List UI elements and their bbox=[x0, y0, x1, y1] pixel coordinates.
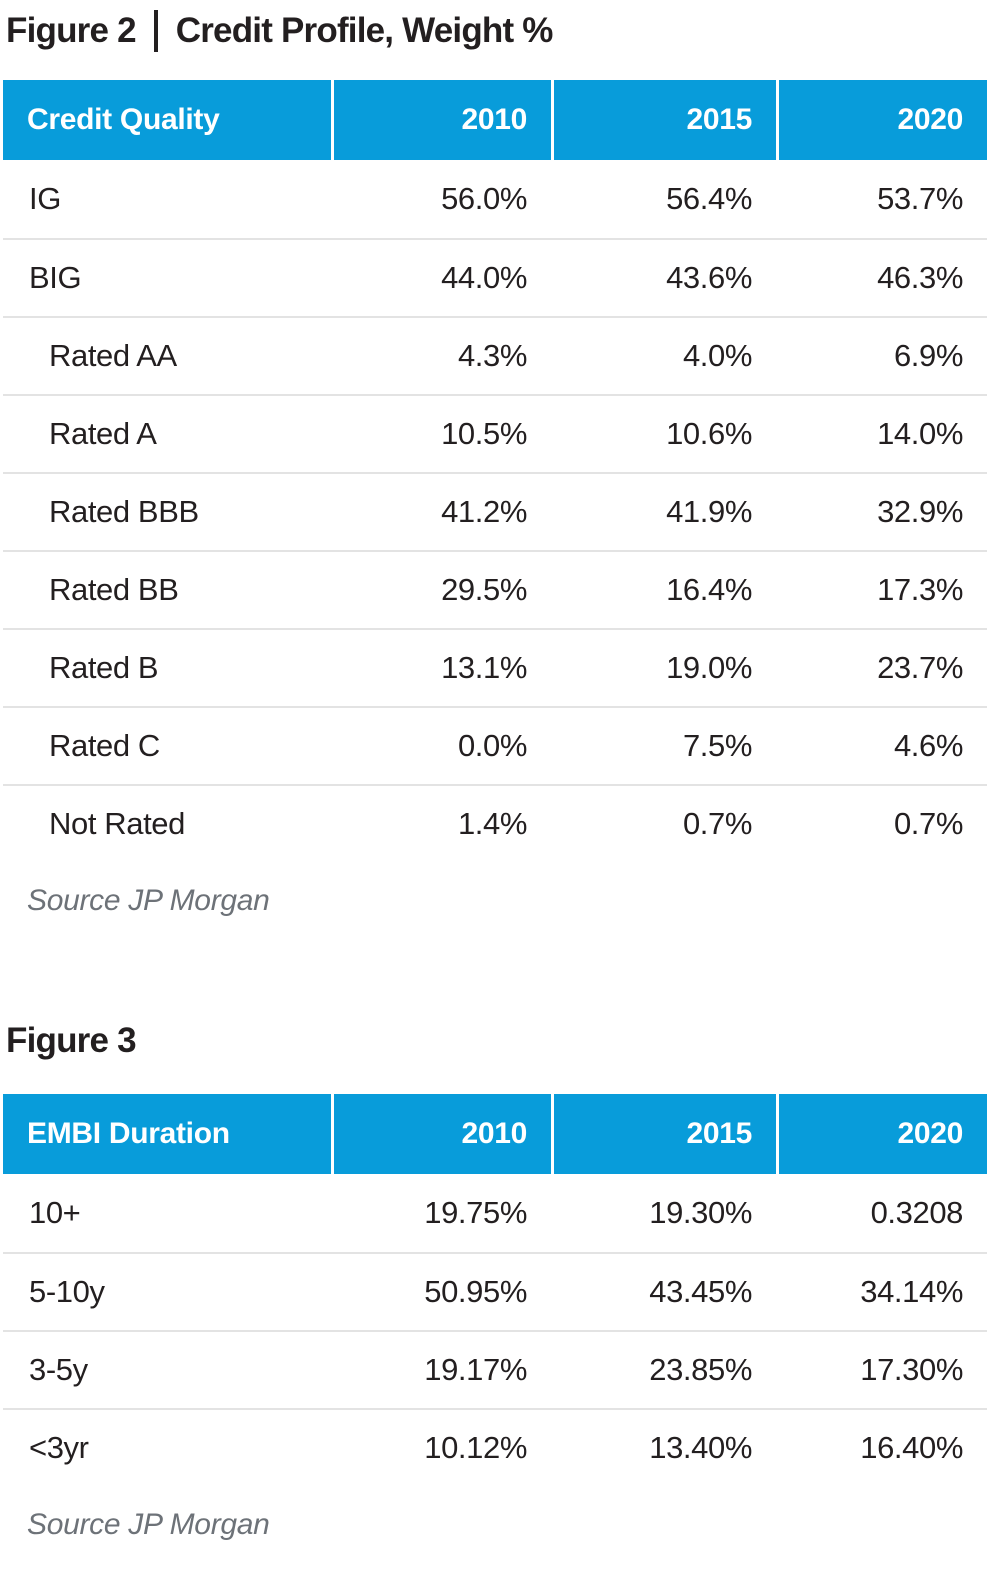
cell-2015: 19.0% bbox=[666, 650, 752, 685]
cell-2015: 13.40% bbox=[649, 1430, 752, 1465]
cell-2010: 44.0% bbox=[441, 260, 527, 295]
cell-2010: 41.2% bbox=[441, 494, 527, 529]
header-cell-credit-quality: Credit Quality bbox=[27, 103, 220, 136]
header-cell-2020: 2020 bbox=[776, 80, 987, 160]
table-row-not-rated: Not Rated 1.4% 0.7% 0.7% bbox=[3, 784, 987, 862]
row-label: Rated B bbox=[49, 650, 159, 685]
header-cell-2015: 2015 bbox=[551, 80, 776, 160]
cell-2015: 0.7% bbox=[682, 806, 752, 841]
table-row-big: BIG 44.0% 43.6% 46.3% bbox=[3, 238, 987, 316]
cell-2015: 23.85% bbox=[649, 1352, 752, 1387]
figure2-title: Figure 2 Credit Profile, Weight % bbox=[6, 8, 990, 54]
figure3-table-header: EMBI Duration 2010 2015 2020 bbox=[3, 1094, 987, 1174]
row-label: Rated A bbox=[49, 416, 157, 451]
cell-2010: 4.3% bbox=[457, 338, 527, 373]
document-page: Figure 2 Credit Profile, Weight % Credit… bbox=[0, 8, 990, 1542]
table-row-3-5y: 3-5y 19.17% 23.85% 17.30% bbox=[3, 1330, 987, 1408]
table-row-5-10y: 5-10y 50.95% 43.45% 34.14% bbox=[3, 1252, 987, 1330]
cell-2015: 4.0% bbox=[682, 338, 752, 373]
cell-2015: 19.30% bbox=[649, 1195, 752, 1230]
figure2-source: Source JP Morgan bbox=[27, 884, 270, 917]
cell-2015: 41.9% bbox=[666, 494, 752, 529]
row-label: 5-10y bbox=[29, 1274, 105, 1309]
cell-2010: 13.1% bbox=[441, 650, 527, 685]
row-label: Rated BBB bbox=[49, 494, 199, 529]
cell-2015: 10.6% bbox=[666, 416, 752, 451]
table-row-rated-aa: Rated AA 4.3% 4.0% 6.9% bbox=[3, 316, 987, 394]
cell-2015: 7.5% bbox=[682, 728, 752, 763]
figure3-table: EMBI Duration 2010 2015 2020 10+ 19.75% … bbox=[3, 1094, 987, 1486]
cell-2020: 6.9% bbox=[893, 338, 963, 373]
figure2-title-text: Credit Profile, Weight % bbox=[175, 11, 554, 50]
cell-2020: 34.14% bbox=[860, 1274, 963, 1309]
header-cell-embi-duration: EMBI Duration bbox=[27, 1117, 230, 1150]
table-row-under3yr: <3yr 10.12% 13.40% 16.40% bbox=[3, 1408, 987, 1486]
figure2-table-header: Credit Quality 2010 2015 2020 bbox=[3, 80, 987, 160]
header-cell-2010: 2010 bbox=[331, 80, 551, 160]
cell-2010: 56.0% bbox=[441, 181, 527, 216]
cell-2010: 50.95% bbox=[424, 1274, 527, 1309]
figure3-title-text: Figure 3 bbox=[6, 1021, 137, 1060]
cell-2010: 19.75% bbox=[424, 1195, 527, 1230]
row-label: Rated C bbox=[49, 728, 160, 763]
row-label: Rated AA bbox=[49, 338, 177, 373]
cell-2015: 56.4% bbox=[666, 181, 752, 216]
title-separator-bar bbox=[153, 10, 158, 52]
cell-2020: 0.7% bbox=[893, 806, 963, 841]
header-cell-2015: 2015 bbox=[551, 1094, 776, 1174]
table-row-rated-bbb: Rated BBB 41.2% 41.9% 32.9% bbox=[3, 472, 987, 550]
row-label: IG bbox=[29, 181, 61, 216]
cell-2010: 1.4% bbox=[457, 806, 527, 841]
cell-2020: 32.9% bbox=[877, 494, 963, 529]
table-row-rated-c: Rated C 0.0% 7.5% 4.6% bbox=[3, 706, 987, 784]
table-row-rated-a: Rated A 10.5% 10.6% 14.0% bbox=[3, 394, 987, 472]
table-row-ig: IG 56.0% 56.4% 53.7% bbox=[3, 160, 987, 238]
cell-2010: 10.12% bbox=[424, 1430, 527, 1465]
header-cell-2020: 2020 bbox=[776, 1094, 987, 1174]
table-row-rated-bb: Rated BB 29.5% 16.4% 17.3% bbox=[3, 550, 987, 628]
row-label: 3-5y bbox=[29, 1352, 88, 1387]
figure3-table-body: 10+ 19.75% 19.30% 0.3208 5-10y 50.95% 43… bbox=[3, 1174, 987, 1486]
cell-2015: 16.4% bbox=[666, 572, 752, 607]
cell-2020: 0.3208 bbox=[870, 1195, 964, 1230]
figure3-title: Figure 3 bbox=[6, 1018, 990, 1064]
row-label: BIG bbox=[29, 260, 82, 295]
cell-2010: 19.17% bbox=[424, 1352, 527, 1387]
cell-2020: 46.3% bbox=[877, 260, 963, 295]
cell-2020: 4.6% bbox=[893, 728, 963, 763]
cell-2020: 53.7% bbox=[877, 181, 963, 216]
cell-2015: 43.45% bbox=[649, 1274, 752, 1309]
table-row-10plus: 10+ 19.75% 19.30% 0.3208 bbox=[3, 1174, 987, 1252]
figure2-title-prefix: Figure 2 bbox=[6, 11, 137, 50]
row-label: Not Rated bbox=[49, 806, 185, 841]
cell-2010: 29.5% bbox=[441, 572, 527, 607]
cell-2010: 0.0% bbox=[457, 728, 527, 763]
cell-2020: 23.7% bbox=[877, 650, 963, 685]
row-label: Rated BB bbox=[49, 572, 179, 607]
row-label: 10+ bbox=[29, 1195, 81, 1230]
cell-2015: 43.6% bbox=[666, 260, 752, 295]
row-label: <3yr bbox=[29, 1430, 89, 1465]
cell-2020: 17.3% bbox=[877, 572, 963, 607]
cell-2020: 17.30% bbox=[860, 1352, 963, 1387]
cell-2020: 14.0% bbox=[877, 416, 963, 451]
figure2-table-body: IG 56.0% 56.4% 53.7% BIG 44.0% 43.6% 46.… bbox=[3, 160, 987, 862]
table-row-rated-b: Rated B 13.1% 19.0% 23.7% bbox=[3, 628, 987, 706]
cell-2010: 10.5% bbox=[441, 416, 527, 451]
figure2-table: Credit Quality 2010 2015 2020 IG 56.0% 5… bbox=[3, 80, 987, 862]
cell-2020: 16.40% bbox=[860, 1430, 963, 1465]
header-cell-2010: 2010 bbox=[331, 1094, 551, 1174]
figure3-source: Source JP Morgan bbox=[27, 1508, 270, 1541]
